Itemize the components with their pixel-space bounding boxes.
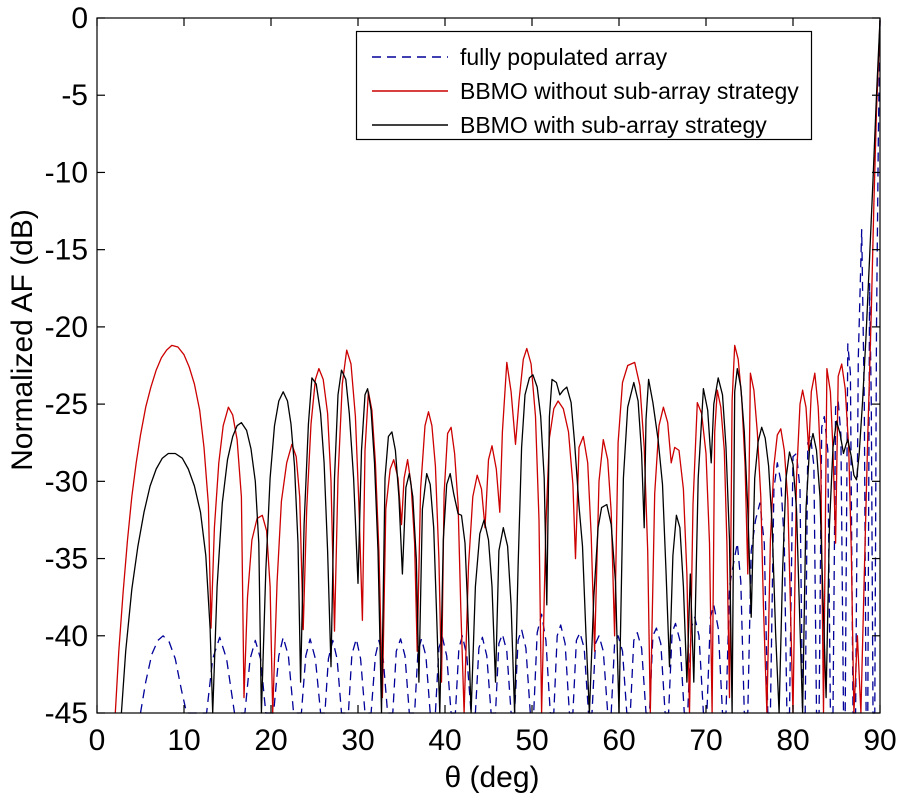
x-tick-label: 30 — [341, 724, 374, 757]
y-tick-label: -20 — [45, 311, 88, 344]
y-tick-label: -45 — [45, 697, 88, 730]
y-tick-labels: 0 -5 -10 -15 -20 -25 -30 -35 -40 -45 — [45, 2, 88, 730]
y-tick-label: -35 — [45, 543, 88, 576]
x-tick-label: 90 — [863, 724, 896, 757]
legend-entry-bbmo-without: BBMO without sub-array strategy — [372, 78, 799, 104]
series-line-0-dashed — [139, 20, 881, 714]
x-tick-label: 20 — [254, 724, 287, 757]
y-tick-label: -15 — [45, 234, 88, 267]
y-tick-label: -25 — [45, 388, 88, 421]
y-tick-label: -5 — [61, 79, 88, 112]
x-tick-label: 10 — [167, 724, 200, 757]
x-tick-label: 0 — [89, 724, 106, 757]
axis-ticks — [96, 17, 881, 714]
series-line-1-solid — [114, 21, 881, 714]
y-tick-label: 0 — [71, 2, 88, 35]
y-axis-label: Normalized AF (dB) — [6, 209, 39, 471]
y-tick-label: -30 — [45, 465, 88, 498]
x-tick-labels: 0 10 20 30 40 50 60 70 80 90 — [89, 724, 897, 757]
legend-entry-fully-populated: fully populated array — [372, 44, 668, 70]
legend-label: fully populated array — [460, 44, 668, 70]
legend-box — [355, 30, 813, 141]
x-tick-label: 40 — [428, 724, 461, 757]
series-group — [114, 19, 881, 714]
legend: fully populated array BBMO without sub-a… — [355, 30, 813, 141]
x-tick-label: 80 — [776, 724, 809, 757]
x-tick-label: 50 — [515, 724, 548, 757]
x-axis-label: θ (deg) — [444, 761, 539, 794]
y-tick-label: -10 — [45, 156, 88, 189]
legend-entry-bbmo-with: BBMO with sub-array strategy — [372, 112, 767, 138]
series-line-2-solid — [120, 19, 881, 714]
legend-label: BBMO with sub-array strategy — [460, 112, 767, 138]
axes-box — [96, 17, 881, 714]
x-tick-label: 70 — [689, 724, 722, 757]
y-tick-label: -40 — [45, 620, 88, 653]
legend-label: BBMO without sub-array strategy — [460, 78, 799, 104]
x-tick-label: 60 — [602, 724, 635, 757]
